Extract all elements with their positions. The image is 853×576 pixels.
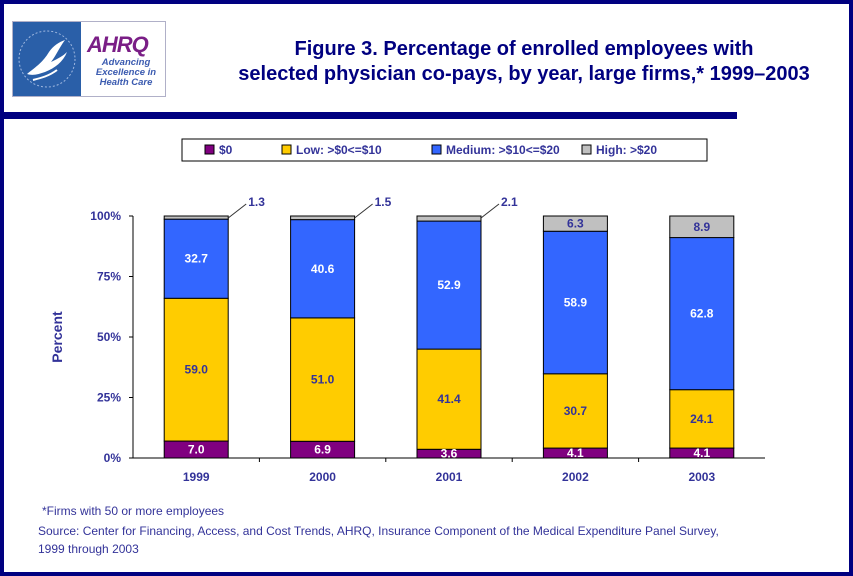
legend-swatch-high xyxy=(581,144,592,155)
bar-segment-medium xyxy=(669,237,735,391)
bar-segment-low xyxy=(669,389,735,449)
data-label-medium: 40.6 xyxy=(311,262,335,276)
bar-segment-medium xyxy=(163,218,229,299)
source-note: Source: Center for Financing, Access, an… xyxy=(38,522,818,558)
data-label-high: 8.9 xyxy=(693,220,710,234)
x-tick-label: 1999 xyxy=(183,470,210,484)
data-label-medium: 62.8 xyxy=(690,307,714,321)
bar-segment-medium xyxy=(416,220,482,350)
data-label-zero: 4.1 xyxy=(693,446,710,460)
bar-segment-high xyxy=(669,215,735,239)
title-line: Figure 3. Percentage of enrolled employe… xyxy=(294,38,754,60)
bars xyxy=(163,215,735,459)
x-tick-label: 2000 xyxy=(309,470,336,484)
data-labels: 7.0 59.0 32.7 1.3 6.9 51.0 40.6 1.5 3.6 41.4 52.9 2… xyxy=(185,195,714,461)
data-label-low: 24.1 xyxy=(690,412,714,426)
data-label-medium: 58.9 xyxy=(564,296,588,310)
legend-label-medium: Medium: >$10<=$20 xyxy=(446,143,560,157)
axes: 0% 25% 50% 75% 100% 1999 2000 2001 2002 2003 Perce… xyxy=(49,209,765,484)
source-line: 1999 through 2003 xyxy=(38,542,139,556)
bar-segment-low xyxy=(163,297,229,442)
bar-segment-high xyxy=(163,215,229,220)
legend-swatch-zero xyxy=(204,144,215,155)
source-line: Source: Center for Financing, Access, an… xyxy=(38,524,719,538)
legend-label-zero: $0 xyxy=(219,143,233,157)
bar-segment-low xyxy=(416,348,482,450)
tagline-line: Health Care xyxy=(99,77,153,88)
y-tick-label: 0% xyxy=(104,451,122,465)
footnote: *Firms with 50 or more employees xyxy=(42,504,225,518)
x-tick-label: 2001 xyxy=(436,470,463,484)
legend-swatch-medium xyxy=(431,144,442,155)
hhs-eagle-icon xyxy=(13,22,81,96)
data-label-medium: 32.7 xyxy=(185,252,209,266)
data-label-high: 2.1 xyxy=(501,195,518,209)
data-label-zero: 6.9 xyxy=(314,443,331,457)
tagline-line: Excellence in xyxy=(95,67,157,78)
ahrq-wordmark: AHRQ xyxy=(87,32,149,57)
x-tick-label: 2002 xyxy=(562,470,589,484)
bar-segment-low xyxy=(290,317,356,442)
y-tick-label: 50% xyxy=(97,330,121,344)
data-label-medium: 52.9 xyxy=(437,278,461,292)
title-line: selected physician co-pays, by year, lar… xyxy=(238,63,810,85)
y-axis-title: Percent xyxy=(49,311,65,363)
ahrq-logo: AHRQ Advancing Excellence in Health Care xyxy=(12,21,166,97)
y-tick-label: 25% xyxy=(97,391,121,405)
legend-label-high: High: >$20 xyxy=(596,143,657,157)
logo-tagline: Advancing Excellence in Health Care xyxy=(91,58,161,88)
data-label-low: 41.4 xyxy=(437,392,461,406)
y-tick-label: 100% xyxy=(90,209,121,223)
callout-leader xyxy=(480,203,500,219)
legend: $0 Low: >$0<=$10 Medium: >$10<=$20 High: >$… xyxy=(181,138,708,162)
legend-box xyxy=(181,138,708,162)
x-tick-label: 2003 xyxy=(688,470,715,484)
data-label-high: 6.3 xyxy=(567,217,584,231)
chart-title: Figure 3. Percentage of enrolled employe… xyxy=(194,37,853,87)
bar-segment-high xyxy=(290,215,356,221)
callout-leader xyxy=(227,203,247,219)
legend-swatch-low xyxy=(281,144,292,155)
legend-label-low: Low: >$0<=$10 xyxy=(296,143,382,157)
header: AHRQ Advancing Excellence in Health Care… xyxy=(4,4,849,110)
y-tick-label: 75% xyxy=(97,270,121,284)
data-label-zero: 7.0 xyxy=(188,443,205,457)
bar-segment-high xyxy=(542,215,608,232)
bar-segment-high xyxy=(416,215,482,222)
data-label-low: 59.0 xyxy=(185,363,209,377)
data-label-low: 30.7 xyxy=(564,404,588,418)
data-label-zero: 3.6 xyxy=(441,447,458,461)
data-label-zero: 4.1 xyxy=(567,446,584,460)
bar-segment-low xyxy=(542,373,608,449)
tagline-line: Advancing xyxy=(101,57,151,68)
data-label-high: 1.3 xyxy=(248,195,265,209)
data-label-low: 51.0 xyxy=(311,373,335,387)
bar-segment-medium xyxy=(542,230,608,375)
header-divider xyxy=(4,112,737,119)
callout-leader xyxy=(354,203,373,219)
data-label-high: 1.5 xyxy=(375,195,392,209)
